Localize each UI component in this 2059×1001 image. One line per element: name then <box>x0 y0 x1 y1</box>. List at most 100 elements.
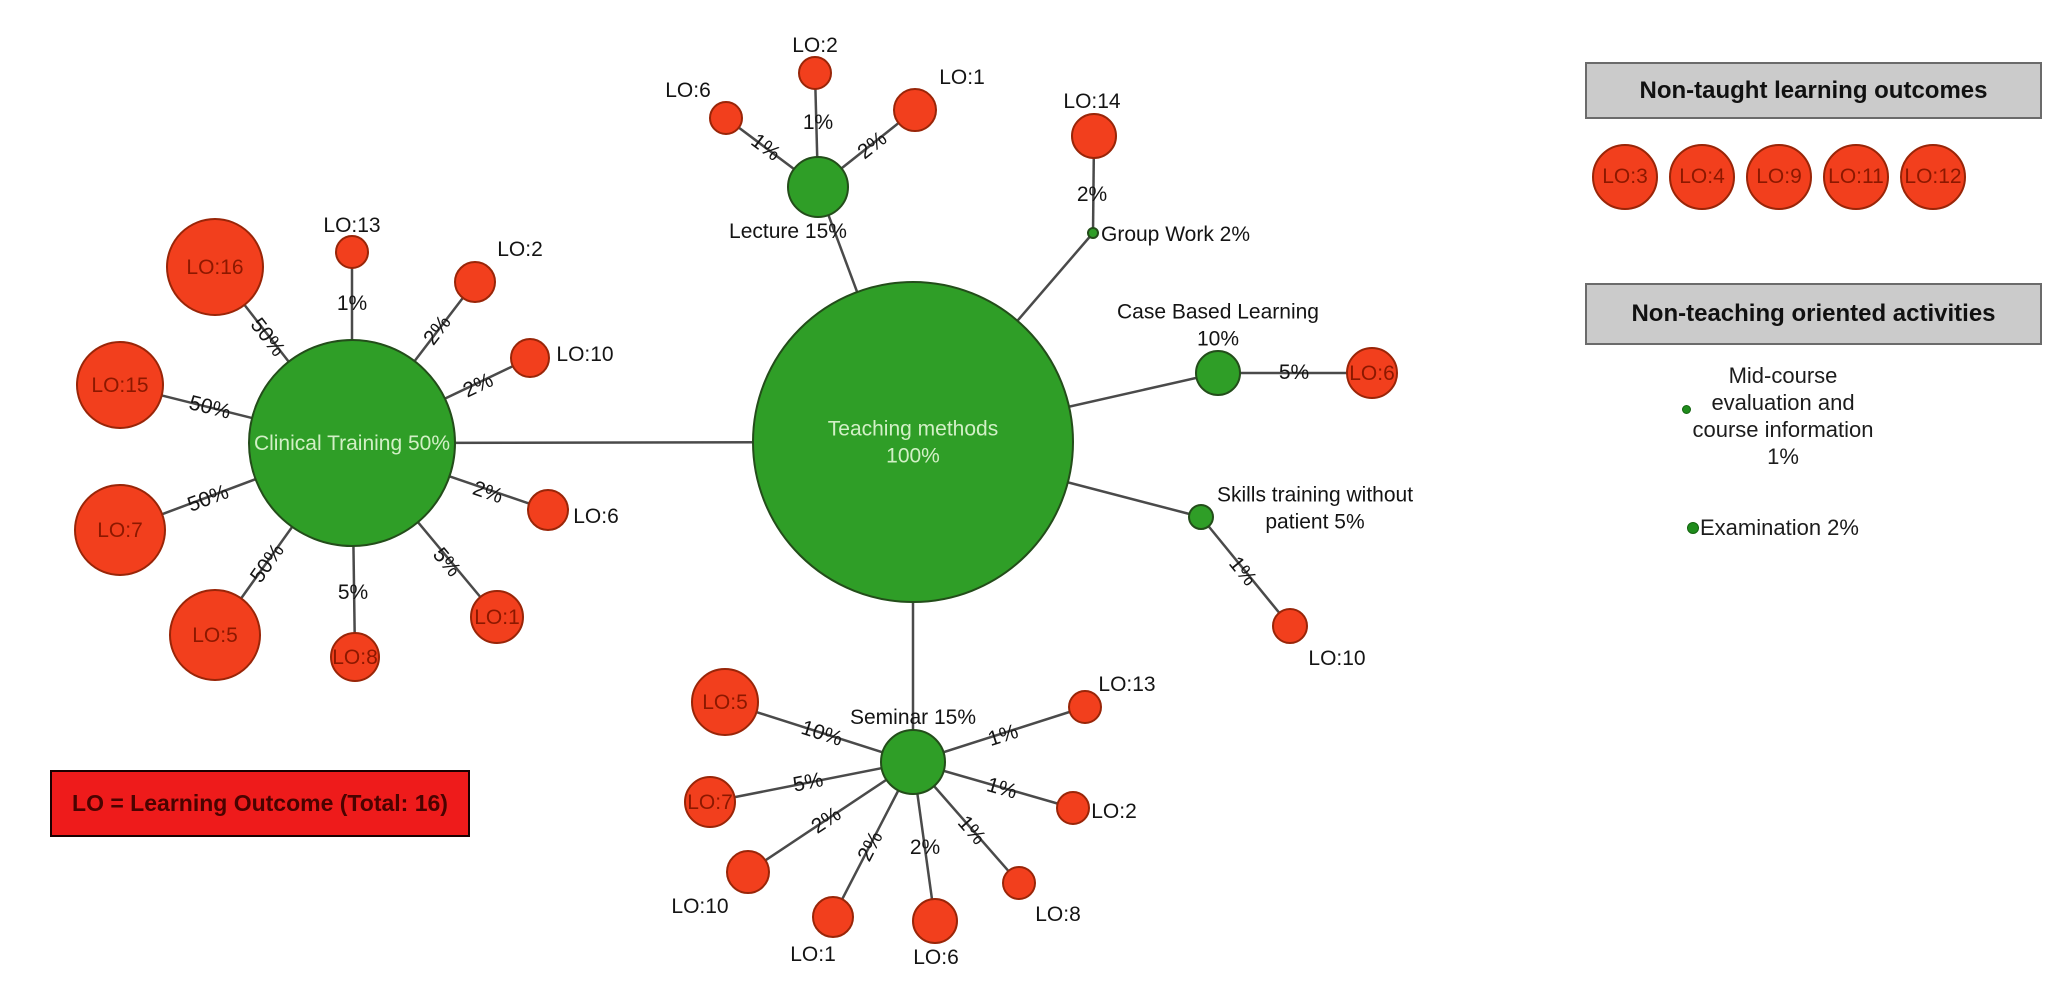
node-label-lec: Lecture 15% <box>729 220 847 243</box>
non-taught-lo-circle-lo4: LO:4 <box>1669 144 1735 210</box>
edge-percent-ct-ct_lo6: 2% <box>470 476 506 508</box>
node-sk_lo10 <box>1272 608 1308 644</box>
edge-percent-ct-ct_lo13: 1% <box>337 292 367 315</box>
node-label-sem_lo6: LO:6 <box>913 946 959 969</box>
edge-percent-sem-sem_lo2: 1% <box>984 773 1020 803</box>
node-label-ct_lo2: LO:2 <box>497 238 543 261</box>
non-teaching-activities-header: Non-teaching oriented activities <box>1585 283 2042 345</box>
midcourse-line: 1% <box>1767 444 1799 469</box>
node-ct_lo16 <box>166 218 264 316</box>
node-label-ct_lo7: LO:7 <box>97 519 143 542</box>
examination-label: Examination 2% <box>1700 515 1859 540</box>
edge-percent-sem-sem_lo1: 2% <box>853 827 887 865</box>
node-label-sem_lo5: LO:5 <box>702 691 748 714</box>
examination-dot-icon <box>1687 522 1699 534</box>
node-sem_lo1 <box>812 896 854 938</box>
node-label-ct_lo13: LO:13 <box>323 214 380 237</box>
node-ct_lo7 <box>74 484 166 576</box>
node-lec_lo1 <box>893 88 937 132</box>
non-taught-lo-circle-lo9: LO:9 <box>1746 144 1812 210</box>
edge-percent-sem-sem_lo13: 1% <box>985 719 1021 750</box>
node-label-ct: Clinical Training 50% <box>254 432 450 455</box>
node-ct <box>248 339 456 547</box>
node-label-cbl: Case Based Learning 10% <box>1117 300 1319 350</box>
node-label-sem_lo7: LO:7 <box>687 791 733 814</box>
node-sem <box>880 729 946 795</box>
node-label-sk_lo10: LO:10 <box>1308 647 1365 670</box>
node-label-sem_lo8: LO:8 <box>1035 903 1081 926</box>
examination-item: Examination 2% <box>1687 515 1859 541</box>
edge-sem-sem_lo10 <box>747 760 914 874</box>
node-label-ct_lo1: LO:1 <box>474 606 520 629</box>
node-label-sem_lo1: LO:1 <box>790 943 836 966</box>
edge-percent-ct-ct_lo15: 50% <box>187 391 233 423</box>
edge-percent-ct-ct_lo8: 5% <box>338 581 368 604</box>
node-label-cbl_lo6: LO:6 <box>1349 362 1395 385</box>
node-tm <box>752 281 1074 603</box>
midcourse-line: evaluation and <box>1711 390 1855 415</box>
node-label-sem_lo10: LO:10 <box>671 895 728 918</box>
node-label-ct_lo10: LO:10 <box>556 343 613 366</box>
midcourse-dot-icon <box>1682 405 1691 414</box>
node-sem_lo10 <box>726 850 770 894</box>
lo-legend-label: LO = Learning Outcome (Total: 16) <box>72 790 448 816</box>
node-label-ct_lo15: LO:15 <box>91 374 148 397</box>
edge-percent-lec-lec_lo2: 1% <box>803 111 833 134</box>
node-ct_lo5 <box>169 589 261 681</box>
node-label-sem: Seminar 15% <box>850 706 976 729</box>
midcourse-evaluation-item: Mid-course evaluation and course informa… <box>1655 362 1911 470</box>
lo-legend-box: LO = Learning Outcome (Total: 16) <box>50 770 470 837</box>
node-sem_lo7 <box>684 776 736 828</box>
node-label-sem_lo2: LO:2 <box>1091 800 1137 823</box>
node-label-gw: Group Work 2% <box>1101 223 1250 246</box>
midcourse-line: Mid-course <box>1728 363 1838 388</box>
edge-percent-gw-gw_lo14: 2% <box>1077 183 1107 206</box>
node-ct_lo1 <box>470 590 524 644</box>
edge-percent-sem-sem_lo7: 5% <box>791 768 825 796</box>
node-sem_lo2 <box>1056 791 1090 825</box>
node-sem_lo5 <box>691 668 759 736</box>
edge-percent-sem-sem_lo5: 10% <box>798 716 845 751</box>
node-label-lec_lo1: LO:1 <box>939 66 985 89</box>
node-sem_lo6 <box>912 898 958 944</box>
node-ct_lo10 <box>510 338 550 378</box>
edge-sem-sem_lo7 <box>709 760 914 804</box>
non-taught-lo-circle-lo11: LO:11 <box>1823 144 1889 210</box>
node-ct_lo6 <box>527 489 569 531</box>
non-taught-lo-circle-lo12: LO:12 <box>1900 144 1966 210</box>
node-sem_lo8 <box>1002 866 1036 900</box>
edge-percent-ct-ct_lo5: 50% <box>245 539 288 587</box>
node-label-ct_lo6: LO:6 <box>573 505 619 528</box>
node-gw_lo14 <box>1071 113 1117 159</box>
edge-percent-sem-sem_lo6: 2% <box>910 836 940 859</box>
node-sem_lo13 <box>1068 690 1102 724</box>
edge-percent-ct-ct_lo7: 50% <box>184 480 231 516</box>
node-label-ct_lo8: LO:8 <box>332 646 378 669</box>
edge-percent-cbl-cbl_lo6: 5% <box>1279 361 1309 384</box>
node-ct_lo15 <box>76 341 164 429</box>
non-taught-outcomes-header: Non-taught learning outcomes <box>1585 62 2042 119</box>
node-label-lec_lo2: LO:2 <box>792 34 838 57</box>
edge-percent-lec-lec_lo6: 1% <box>747 129 785 166</box>
node-label-sk: Skills training without patient 5% <box>1217 483 1413 533</box>
node-ct_lo13 <box>335 235 369 269</box>
edge-percent-ct-ct_lo1: 5% <box>428 543 465 581</box>
node-gw <box>1087 227 1099 239</box>
node-label-ct_lo16: LO:16 <box>186 256 243 279</box>
midcourse-line: course information <box>1692 417 1874 442</box>
non-taught-outcomes-row: LO:3 LO:4 LO:9 LO:11 LO:12 <box>1592 144 1966 210</box>
node-label-ct_lo5: LO:5 <box>192 624 238 647</box>
edge-percent-ct-ct_lo10: 2% <box>459 368 496 402</box>
node-label-lec_lo6: LO:6 <box>665 79 711 102</box>
node-cbl <box>1195 350 1241 396</box>
node-cbl_lo6 <box>1346 347 1398 399</box>
node-ct_lo2 <box>454 261 496 303</box>
edge-percent-sem-sem_lo10: 2% <box>807 802 845 838</box>
node-lec_lo6 <box>709 101 743 135</box>
node-sk <box>1188 504 1214 530</box>
edge-sk-sk_lo10 <box>1200 516 1291 627</box>
node-label-sem_lo13: LO:13 <box>1098 673 1155 696</box>
node-lec_lo2 <box>798 56 832 90</box>
